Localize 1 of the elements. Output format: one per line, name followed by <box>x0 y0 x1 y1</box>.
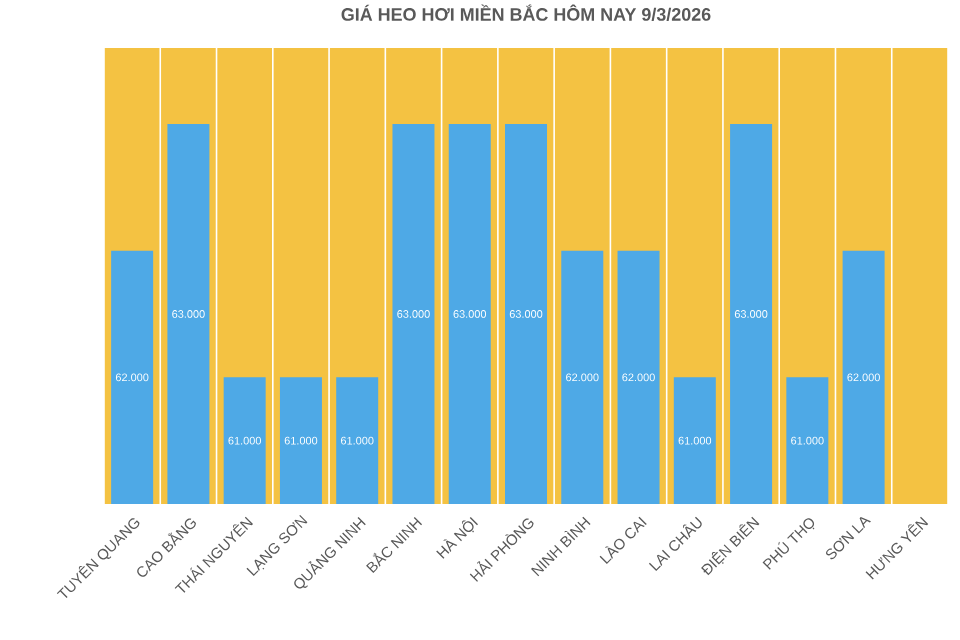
chart-title: GIÁ HEO HƠI MIỀN BẮC HÔM NAY 9/3/2026 <box>341 4 711 21</box>
